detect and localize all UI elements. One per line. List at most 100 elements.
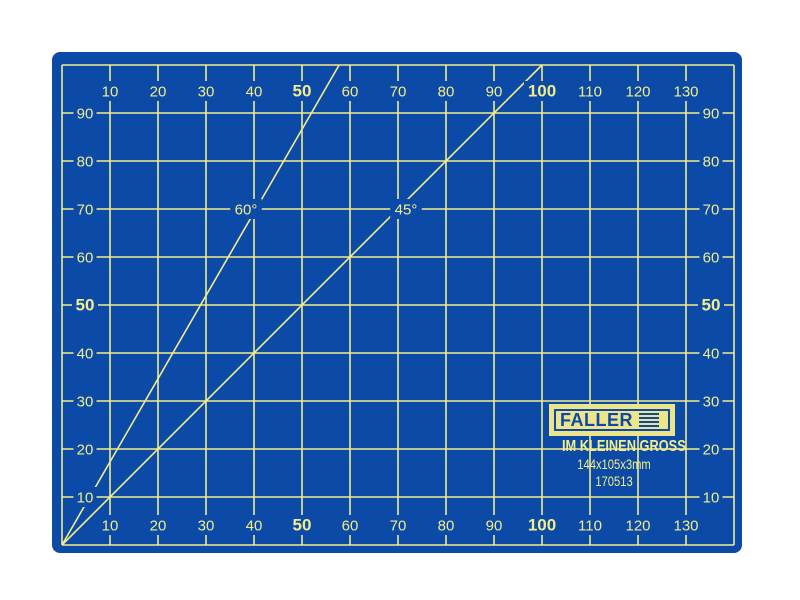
y-label-right: 50	[702, 296, 721, 315]
label-gap	[699, 247, 723, 267]
x-label-top: 110	[578, 84, 602, 101]
y-label-left: 10	[77, 490, 94, 507]
label-gap	[699, 391, 723, 411]
y-label-right: 30	[703, 394, 720, 411]
label-gap	[73, 247, 97, 267]
label-gap	[622, 81, 654, 101]
label-gap	[73, 103, 97, 123]
label-gap	[699, 343, 723, 363]
x-label-top: 70	[390, 84, 407, 101]
y-label-left: 80	[77, 154, 94, 171]
label-gap	[72, 295, 98, 315]
x-label-top: 50	[293, 82, 312, 101]
label-gap	[670, 81, 702, 101]
label-gap	[670, 515, 702, 535]
article-number: 170513	[595, 473, 633, 489]
x-label-bottom: 40	[246, 518, 263, 535]
label-gap	[242, 81, 266, 101]
angle-line-60	[61, 64, 340, 546]
label-gap	[73, 151, 97, 171]
x-label-top: 90	[486, 84, 503, 101]
x-label-bottom: 50	[293, 516, 312, 535]
label-gap	[194, 515, 218, 535]
y-label-left: 50	[76, 296, 95, 315]
grid-lines	[61, 64, 735, 546]
label-gap	[146, 81, 170, 101]
x-label-top: 40	[246, 84, 263, 101]
x-label-bottom: 100	[528, 516, 556, 535]
x-label-bottom: 30	[198, 518, 215, 535]
x-label-bottom: 130	[673, 518, 698, 535]
y-label-left: 60	[77, 250, 94, 267]
x-label-top: 100	[528, 82, 556, 101]
x-label-bottom: 110	[578, 518, 602, 535]
logo-brand: FALLER	[560, 410, 633, 430]
x-label-bottom: 10	[102, 518, 119, 535]
label-gap	[98, 81, 122, 101]
x-label-bottom: 120	[625, 518, 650, 535]
y-label-right: 10	[703, 490, 720, 507]
label-gap	[242, 515, 266, 535]
logo-stripes-icon	[639, 413, 659, 427]
y-label-right: 40	[703, 346, 720, 363]
label-gap	[338, 81, 362, 101]
x-label-top: 80	[438, 84, 455, 101]
label-gap	[482, 81, 506, 101]
x-label-top: 10	[102, 84, 119, 101]
label-gap	[524, 515, 560, 535]
label-gap	[390, 199, 422, 219]
label-gap	[73, 199, 97, 219]
x-label-top: 60	[342, 84, 359, 101]
label-gap	[482, 515, 506, 535]
angle-label-45: 45°	[395, 202, 418, 219]
mat-dimensions: 144x105x3mm	[577, 456, 651, 472]
x-label-bottom: 80	[438, 518, 455, 535]
y-label-left: 90	[77, 106, 94, 123]
label-gap	[574, 515, 606, 535]
y-label-left: 40	[77, 346, 94, 363]
label-gap	[230, 199, 262, 219]
label-gap	[574, 81, 606, 101]
x-label-bottom: 70	[390, 518, 407, 535]
y-label-right: 90	[703, 106, 720, 123]
y-label-left: 70	[77, 202, 94, 219]
angle-line-45	[61, 64, 543, 546]
label-gap	[699, 439, 723, 459]
x-label-top: 20	[150, 84, 167, 101]
label-gap	[73, 391, 97, 411]
label-gap	[73, 439, 97, 459]
angle-label-60: 60°	[235, 202, 258, 219]
label-gap	[146, 515, 170, 535]
x-label-bottom: 20	[150, 518, 167, 535]
y-label-right: 60	[703, 250, 720, 267]
label-gap	[386, 515, 410, 535]
label-gap	[434, 81, 458, 101]
label-gap	[194, 81, 218, 101]
label-gap	[524, 81, 560, 101]
scale-labels: 60° 45° 10 10 20 20 30 30 40 40 50 50 60 60 70 70 80 80 90…	[72, 81, 724, 535]
label-gap	[699, 103, 723, 123]
y-label-right: 20	[703, 442, 720, 459]
label-gap	[386, 81, 410, 101]
y-label-right: 70	[703, 202, 720, 219]
label-gap	[699, 151, 723, 171]
label-gap	[289, 515, 315, 535]
label-gap	[73, 343, 97, 363]
label-gap	[338, 515, 362, 535]
faller-logo: FALLER	[549, 404, 675, 436]
y-label-right: 80	[703, 154, 720, 171]
x-label-top: 30	[198, 84, 215, 101]
label-gap	[699, 487, 723, 507]
x-label-bottom: 60	[342, 518, 359, 535]
label-gap	[699, 199, 723, 219]
label-gap	[73, 487, 97, 507]
x-label-bottom: 90	[486, 518, 503, 535]
label-gap	[622, 515, 654, 535]
logo-slogan: IM KLEINEN GROSS	[562, 438, 686, 455]
y-label-left: 20	[77, 442, 94, 459]
x-label-top: 120	[625, 84, 650, 101]
label-gap	[434, 515, 458, 535]
x-label-top: 130	[673, 84, 698, 101]
label-gap	[98, 515, 122, 535]
